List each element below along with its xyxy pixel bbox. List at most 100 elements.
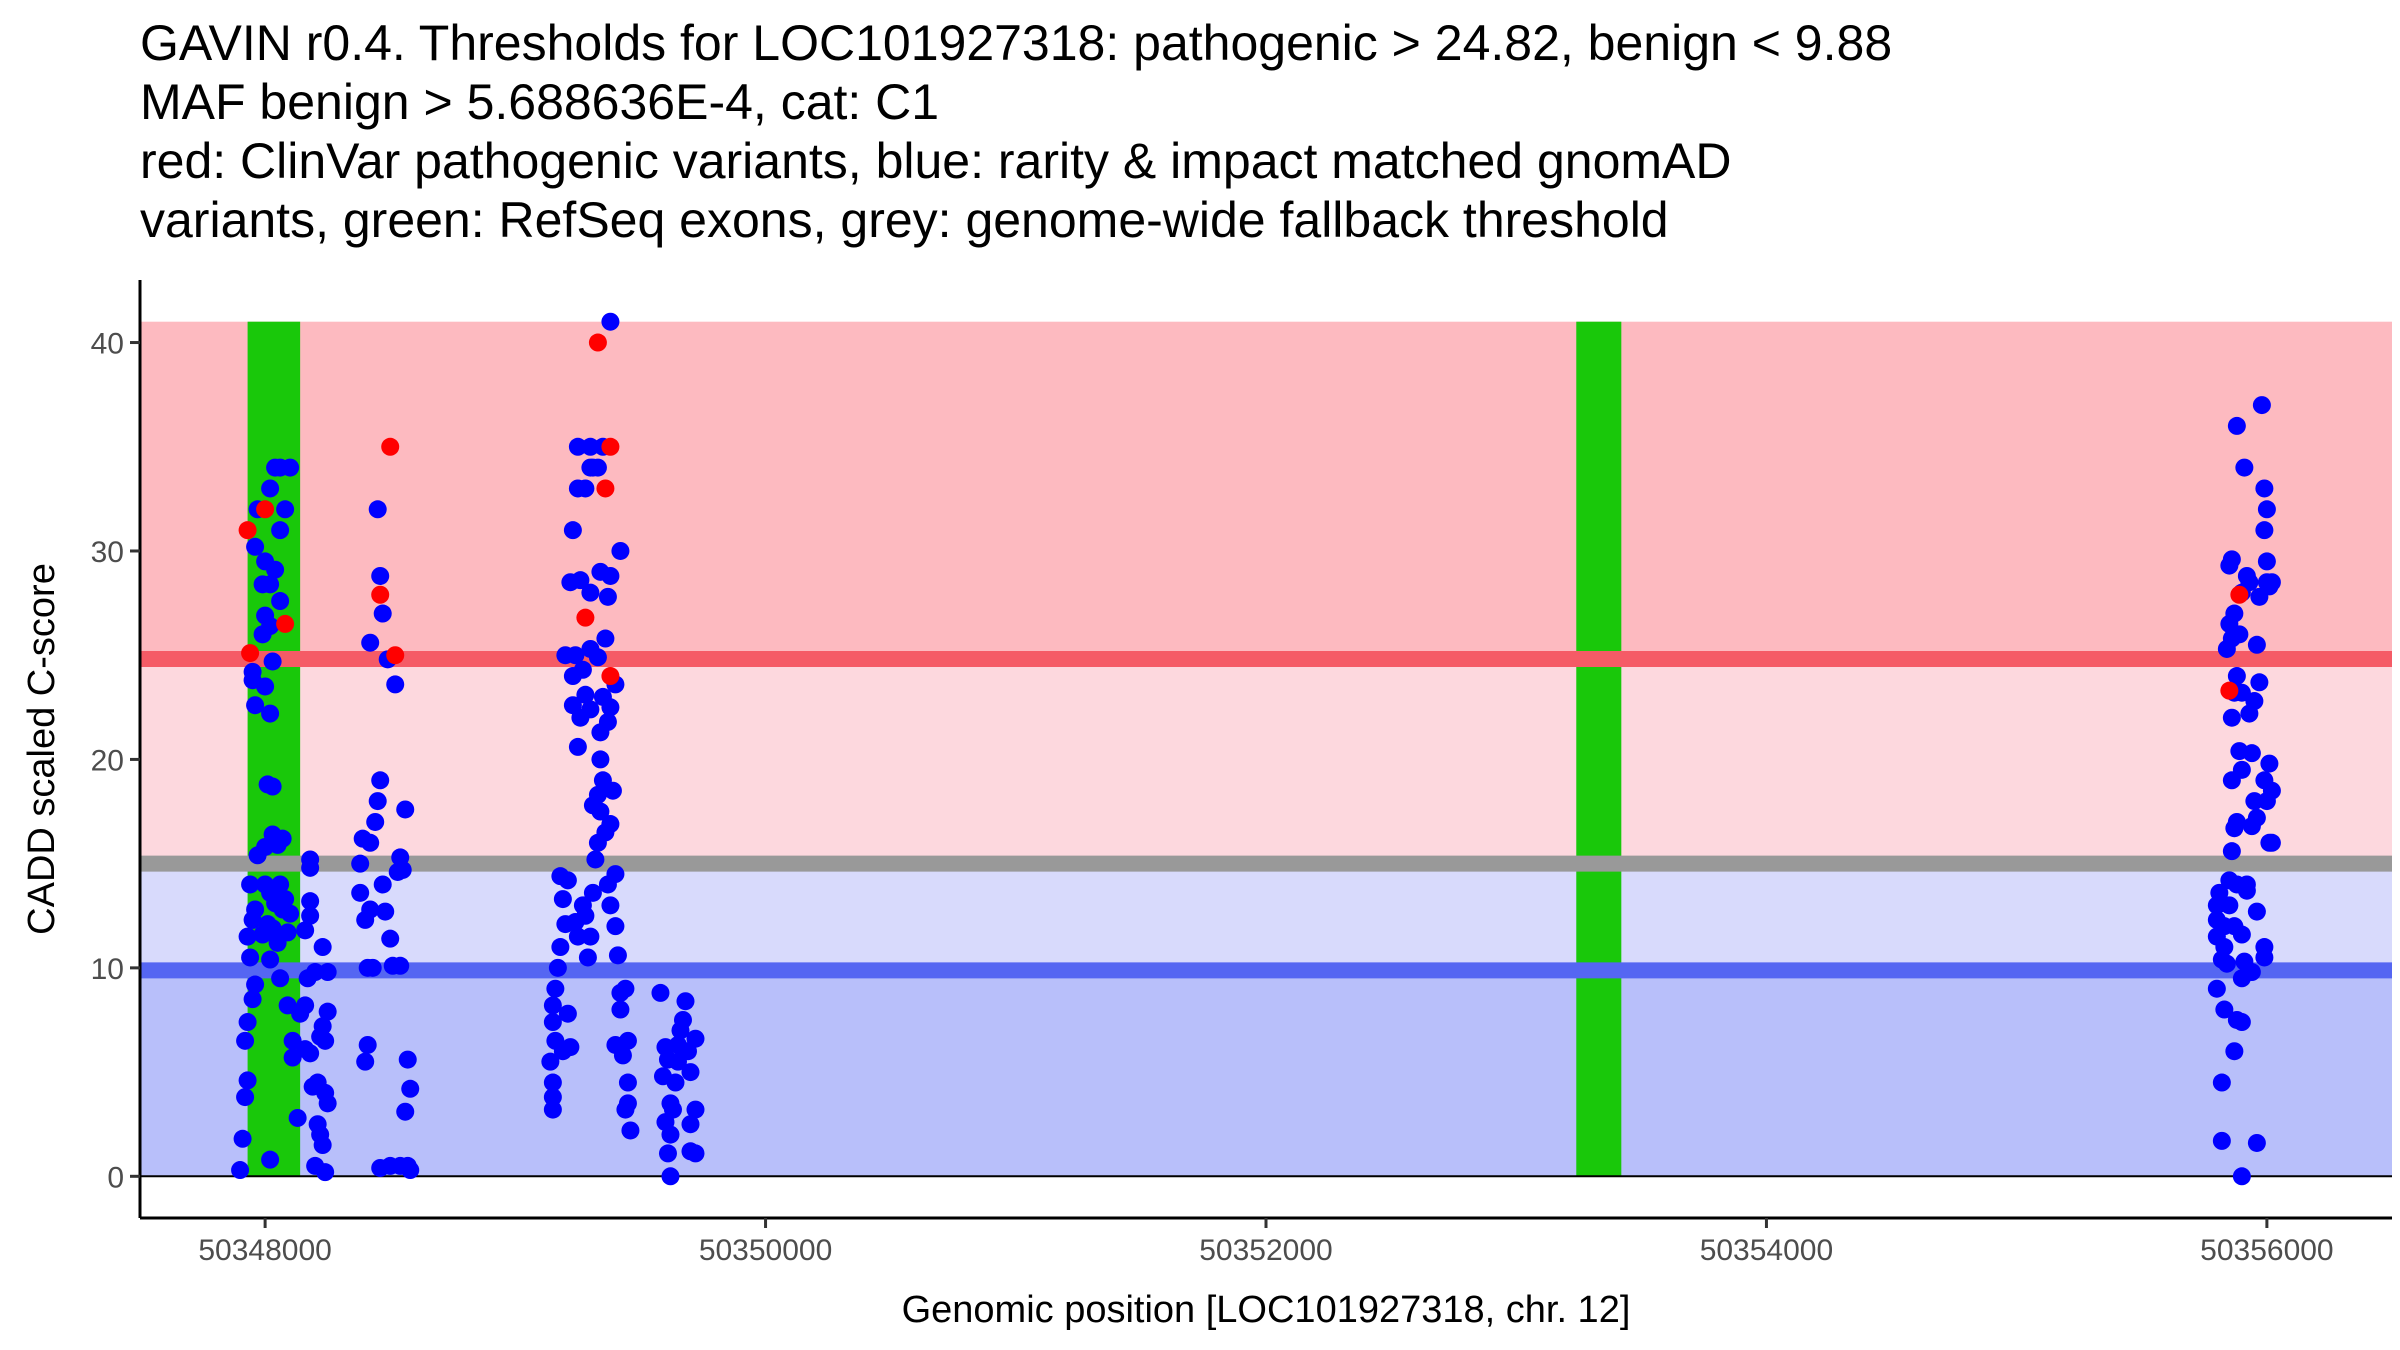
gnomad-point xyxy=(2225,1042,2244,1061)
clinvar-point xyxy=(576,608,595,627)
gnomad-point xyxy=(2247,1133,2266,1152)
clinvar-point xyxy=(238,521,257,540)
gnomad-point xyxy=(261,950,280,969)
gnomad-point xyxy=(2235,458,2254,477)
gnomad-point xyxy=(263,652,282,671)
gnomad-point xyxy=(601,896,620,915)
x-tick-label: 50348000 xyxy=(198,1234,331,1267)
gnomad-point xyxy=(361,633,380,652)
gnomad-point xyxy=(543,996,562,1015)
gnomad-point xyxy=(548,958,567,977)
gnomad-point xyxy=(313,938,332,957)
gnomad-point xyxy=(368,792,387,811)
gnomad-point xyxy=(543,1013,562,1032)
gnomad-point xyxy=(2255,479,2274,498)
gnomad-point xyxy=(243,990,262,1009)
gnomad-point xyxy=(2247,635,2266,654)
pathogenic-zone xyxy=(140,321,2392,659)
gnomad-point xyxy=(273,829,292,848)
gnomad-point xyxy=(541,1052,560,1071)
gnomad-point xyxy=(558,1004,577,1023)
gnomad-point xyxy=(366,812,385,831)
gnomad-point xyxy=(241,948,260,967)
gnomad-point xyxy=(2215,1000,2234,1019)
gnomad-point xyxy=(2227,667,2246,686)
gnomad-point xyxy=(676,992,695,1011)
gnomad-point xyxy=(351,883,370,902)
chart-title: GAVIN r0.4. Thresholds for LOC101927318:… xyxy=(140,14,1892,250)
gnomad-point xyxy=(588,648,607,667)
gnomad-point xyxy=(2222,550,2241,569)
gnomad-point xyxy=(2257,500,2276,519)
gnomad-point xyxy=(391,956,410,975)
threshold-bands xyxy=(140,321,2392,1177)
gnomad-point xyxy=(666,1073,685,1092)
gnomad-point xyxy=(358,1035,377,1054)
gnomad-point xyxy=(2245,792,2264,811)
y-tick-label: 0 xyxy=(107,1161,124,1194)
gnomad-point xyxy=(573,660,592,679)
gnomad-point xyxy=(296,921,315,940)
gnomad-point xyxy=(618,1073,637,1092)
gnomad-point xyxy=(686,1029,705,1048)
gnomad-point xyxy=(311,1027,330,1046)
axes: 0 10 20 30 40 50348000 50350000 50352000 5035400… xyxy=(91,280,2392,1267)
uncertain-zone-lower xyxy=(140,863,2392,971)
y-tick-label: 20 xyxy=(91,744,124,777)
gnomad-point xyxy=(261,1150,280,1169)
clinvar-point xyxy=(2220,681,2239,700)
clinvar-point xyxy=(276,614,295,633)
data-points xyxy=(231,312,2281,1186)
gnomad-point xyxy=(401,1079,420,1098)
gnomad-point xyxy=(2237,875,2256,894)
gnomad-point xyxy=(606,865,625,884)
gnomad-point xyxy=(261,575,280,594)
gnomad-point xyxy=(368,500,387,519)
gnomad-point xyxy=(246,537,265,556)
gnomad-point xyxy=(686,1100,705,1119)
gnomad-point xyxy=(276,500,295,519)
gnomad-point xyxy=(2262,573,2281,592)
gnomad-point xyxy=(651,983,670,1002)
gnomad-point xyxy=(2212,1073,2231,1092)
gnomad-point xyxy=(588,785,607,804)
gnomad-point xyxy=(2220,896,2239,915)
gnomad-point xyxy=(583,883,602,902)
y-tick-label: 40 xyxy=(91,328,124,361)
x-tick-label: 50350000 xyxy=(699,1234,832,1267)
gnomad-point xyxy=(313,1136,332,1155)
y-tick-label: 10 xyxy=(91,953,124,986)
gnomad-point xyxy=(316,1083,335,1102)
gnomad-point xyxy=(376,902,395,921)
gnomad-point xyxy=(681,1063,700,1082)
clinvar-point xyxy=(601,437,620,456)
gnomad-point xyxy=(361,833,380,852)
gnomad-point xyxy=(576,906,595,925)
gnomad-point xyxy=(271,969,290,988)
gnomad-point xyxy=(601,815,620,834)
gnomad-point xyxy=(686,1144,705,1163)
gnomad-point xyxy=(2245,692,2264,711)
gnomad-point xyxy=(246,975,265,994)
gnomad-point xyxy=(568,437,587,456)
gnomad-point xyxy=(568,737,587,756)
gnomad-point xyxy=(2252,396,2271,415)
gnomad-point xyxy=(681,1115,700,1134)
gnomad-point xyxy=(568,927,587,946)
gnomad-point xyxy=(241,875,260,894)
gnomad-point xyxy=(2255,938,2274,957)
y-tick-label: 30 xyxy=(91,536,124,569)
gnomad-point xyxy=(371,566,390,585)
gnomad-point xyxy=(561,573,580,592)
gnomad-point xyxy=(581,583,600,602)
gnomad-point xyxy=(561,1038,580,1057)
gnomad-point xyxy=(593,687,612,706)
gnomad-point xyxy=(296,996,315,1015)
y-axis-title: CADD scaled C-score xyxy=(21,563,63,935)
gnomad-point xyxy=(2222,842,2241,861)
gnomad-point xyxy=(356,1052,375,1071)
gnomad-point xyxy=(611,1000,630,1019)
gnomad-point xyxy=(606,1035,625,1054)
gnomad-point xyxy=(256,677,275,696)
